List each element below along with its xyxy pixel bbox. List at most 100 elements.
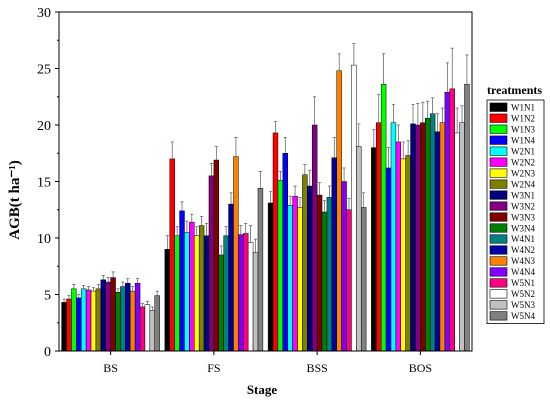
bar [218, 254, 224, 352]
bar [297, 207, 303, 352]
bar [243, 233, 249, 352]
bar [149, 310, 155, 352]
bar [371, 147, 377, 352]
legend-label: W5N3 [511, 300, 535, 310]
y-tick-label: 20 [37, 119, 51, 134]
bar [144, 304, 151, 352]
legend-label: W4N1 [511, 234, 535, 244]
legend-swatch [489, 234, 508, 244]
x-tick-label: BOS [409, 361, 432, 375]
bar [80, 288, 87, 352]
legend-label: W4N3 [511, 256, 535, 266]
bar [154, 295, 160, 352]
bar [174, 235, 180, 352]
bar [331, 157, 337, 352]
y-tick-label: 15 [37, 176, 51, 191]
legend-label: W2N4 [511, 179, 535, 189]
legend-swatch [489, 278, 508, 288]
legend: W1N1W1N2W1N3W1N4W2N1W2N2W2N3W2N4W3N1W3N2… [486, 99, 545, 325]
y-tick-label: 25 [37, 63, 51, 78]
x-tick-label: BSS [306, 361, 327, 375]
legend-label: W4N2 [511, 245, 535, 255]
bar [307, 185, 313, 352]
bar [395, 141, 402, 352]
y-tick-label: 30 [37, 6, 51, 21]
bar [454, 132, 460, 352]
bar [302, 174, 308, 352]
bar [351, 64, 357, 352]
legend-label: W2N3 [511, 168, 535, 178]
bar [110, 277, 116, 352]
bar [164, 249, 171, 352]
bar [287, 204, 293, 352]
bar [233, 156, 239, 352]
legend-label: W5N2 [511, 289, 535, 299]
bar [425, 117, 431, 352]
bar [125, 282, 131, 352]
bar [405, 155, 411, 352]
legend-swatch [489, 311, 508, 321]
legend-swatch [489, 179, 508, 189]
bar [134, 282, 141, 352]
bar [257, 188, 264, 352]
bar [184, 232, 190, 352]
bar [115, 291, 121, 352]
bar [459, 122, 465, 352]
bar [208, 175, 215, 352]
bar [95, 288, 102, 352]
bar [76, 297, 82, 352]
bar [464, 84, 470, 352]
legend-swatch [489, 168, 508, 178]
bar [189, 221, 195, 352]
bar [213, 159, 220, 352]
bar [385, 167, 392, 352]
bar [336, 70, 342, 352]
bar [376, 122, 382, 352]
legend-swatch [489, 300, 508, 310]
bar [129, 290, 136, 352]
legend-label: W1N3 [511, 124, 535, 134]
bar [139, 306, 146, 352]
legend-swatch [489, 267, 508, 277]
bar [346, 209, 352, 352]
bar [100, 279, 106, 352]
bar [169, 158, 175, 352]
bar [247, 242, 254, 352]
bar [194, 235, 200, 352]
y-tick-label: 5 [44, 289, 51, 304]
bar [326, 197, 333, 352]
bar [105, 281, 111, 352]
bar [292, 195, 298, 352]
bar [90, 290, 97, 352]
legend-swatch [489, 201, 508, 211]
bar [390, 122, 397, 352]
legend-swatch [489, 256, 508, 266]
legend-label: W5N4 [511, 311, 535, 321]
legend-label: W3N3 [511, 212, 535, 222]
bar [282, 153, 288, 352]
bar [341, 181, 347, 352]
bar [252, 252, 259, 352]
x-tick-label: FS [207, 361, 220, 375]
bar [439, 122, 446, 352]
legend-label: W1N1 [511, 102, 535, 112]
bar [410, 123, 416, 352]
bar [311, 124, 318, 352]
legend-swatch [489, 157, 508, 167]
bar [444, 91, 451, 352]
legend-swatch [489, 146, 508, 156]
bar [272, 132, 279, 352]
bar [415, 124, 421, 352]
bar [420, 122, 426, 352]
bar [321, 211, 328, 352]
legend-label: W3N1 [511, 190, 535, 200]
legend-label: W5N1 [511, 278, 535, 288]
legend-swatch [489, 223, 508, 233]
legend-label: W3N4 [511, 223, 535, 233]
bar [400, 158, 406, 352]
y-tick-label: 10 [37, 232, 51, 247]
bar [316, 194, 323, 352]
plot-area: BS FS BSS BOS 0 5 10 15 20 25 30 [37, 6, 473, 375]
